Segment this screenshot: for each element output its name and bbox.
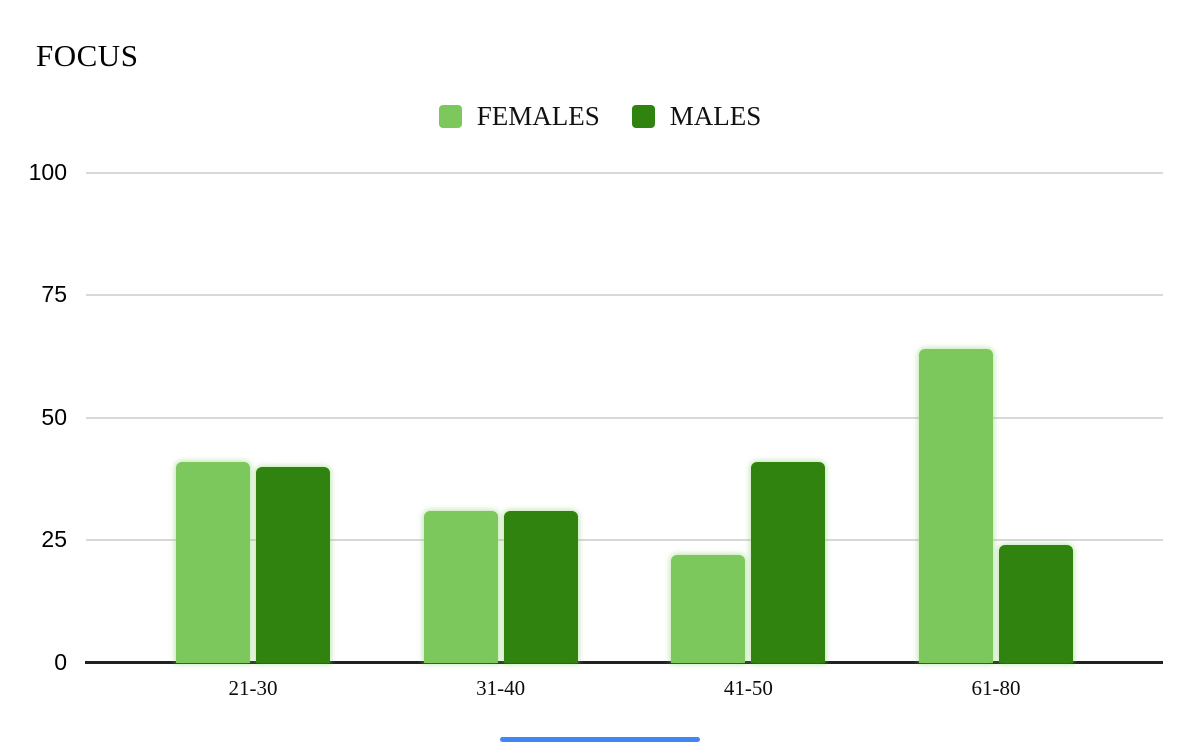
bar-females-21-30[interactable]: [176, 461, 250, 663]
x-tick-label-21-30: 21-30: [228, 676, 278, 700]
y-tick-label-100: 100: [28, 158, 67, 185]
bar-males-31-40[interactable]: [503, 510, 578, 663]
legend-label: FEMALES: [476, 101, 600, 131]
x-axis-line: [85, 661, 1163, 664]
y-tick-label-75: 75: [41, 281, 67, 308]
bar-females-61-80[interactable]: [919, 349, 993, 663]
bar-females-31-40[interactable]: [423, 510, 498, 663]
scroll-indicator[interactable]: [500, 737, 700, 742]
x-tick-label-31-40: 31-40: [476, 676, 526, 700]
x-tick-label-61-80: 61-80: [971, 676, 1021, 700]
gridline-100: [86, 171, 1163, 174]
chart-title: FOCUS: [36, 38, 139, 73]
bar-males-21-30[interactable]: [256, 466, 330, 663]
x-tick-label-41-50: 41-50: [723, 676, 773, 700]
bar-females-41-50[interactable]: [671, 555, 746, 663]
legend-swatch-icon: [631, 105, 655, 128]
y-tick-label-25: 25: [41, 526, 67, 553]
legend-swatch-icon: [438, 105, 462, 128]
bar-males-61-80[interactable]: [999, 545, 1073, 663]
gridline-25: [86, 539, 1163, 542]
y-tick-label-0: 0: [54, 649, 67, 675]
bar-males-41-50[interactable]: [751, 461, 826, 663]
legend-item-females[interactable]: FEMALES: [438, 101, 600, 132]
gridline-75: [86, 294, 1163, 297]
legend-item-males[interactable]: MALES: [631, 101, 762, 132]
y-tick-label-50: 50: [41, 403, 67, 430]
gridline-50: [86, 416, 1163, 419]
legend: FEMALES MALES: [0, 101, 1200, 132]
legend-label: MALES: [669, 101, 762, 131]
